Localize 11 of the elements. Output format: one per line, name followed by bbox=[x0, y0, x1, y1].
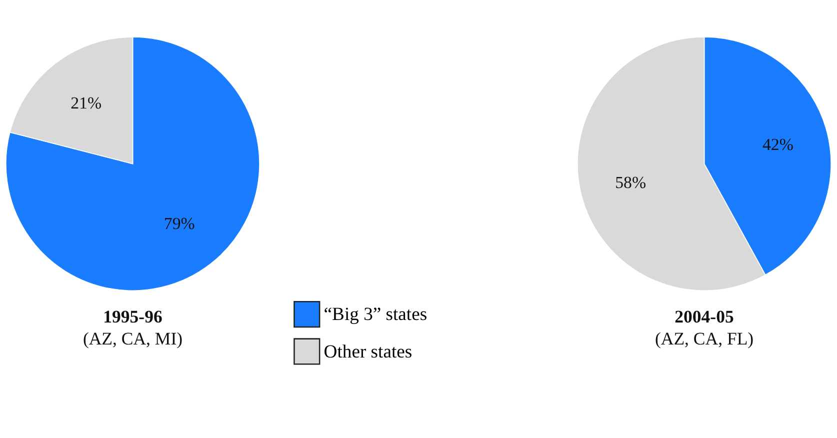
legend-label: Other states bbox=[324, 341, 412, 362]
text: (AZ, CA, MI) bbox=[82, 328, 183, 349]
data-label: 58% bbox=[615, 172, 646, 192]
text: (AZ, CA, FL) bbox=[654, 328, 754, 349]
data-label: 21% bbox=[70, 94, 102, 113]
data-label: 79% bbox=[164, 214, 195, 233]
pie-slice bbox=[5, 36, 260, 291]
text: 1995-96 bbox=[103, 306, 162, 327]
text: 2004-05 bbox=[674, 306, 734, 327]
legend-label: “Big 3” states bbox=[324, 304, 428, 326]
data-label: 42% bbox=[762, 134, 794, 154]
